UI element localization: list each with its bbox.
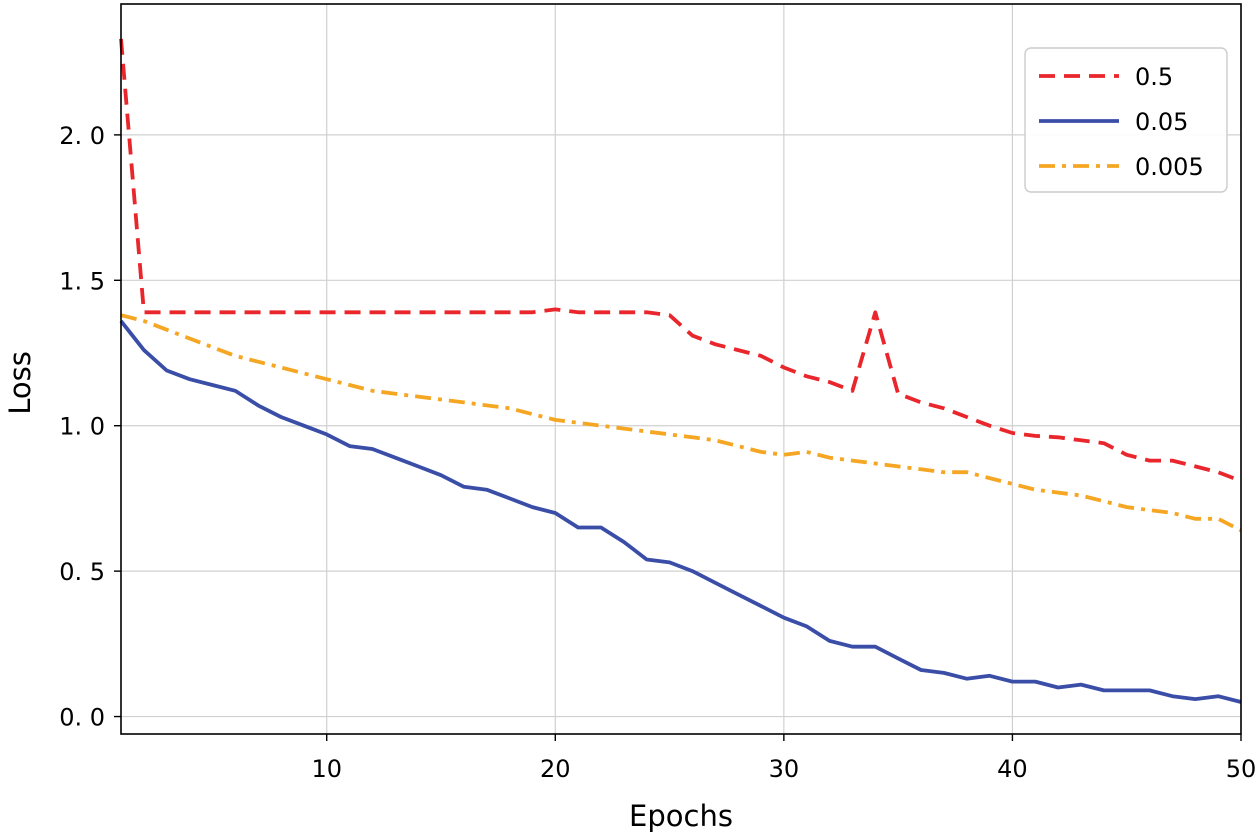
x-tick-label: 50 [1226,755,1257,783]
legend-box [1024,47,1228,193]
plot-frame [120,3,1242,735]
y-tick-label: 0. 0 [59,704,105,732]
x-tick-label: 30 [769,755,800,783]
y-tick-label: 1. 5 [59,267,105,295]
axis-ticks: 10 20 30 40 50 0. 0 0. 5 1. 0 1. 5 2. 0 [59,122,1256,783]
y-axis-label: Loss [3,351,37,415]
series-line-3 [120,313,1242,533]
x-axis-label: Epochs [629,799,733,833]
legend-label-1: 0.5 [1135,63,1173,91]
legend-label-2: 0.05 [1135,108,1188,136]
legend: 0.5 0.05 0.005 [1024,47,1228,193]
x-tick-label: 10 [311,755,342,783]
series-line-1 [119,38,1242,483]
series-line-2 [119,319,1242,704]
y-tick-label: 0. 5 [59,558,105,586]
legend-label-3: 0.005 [1135,153,1204,181]
x-tick-label: 20 [540,755,571,783]
y-tick-label: 1. 0 [59,413,105,441]
series-lines [119,38,1242,704]
x-tick-label: 40 [997,755,1028,783]
y-tick-label: 2. 0 [59,122,105,150]
